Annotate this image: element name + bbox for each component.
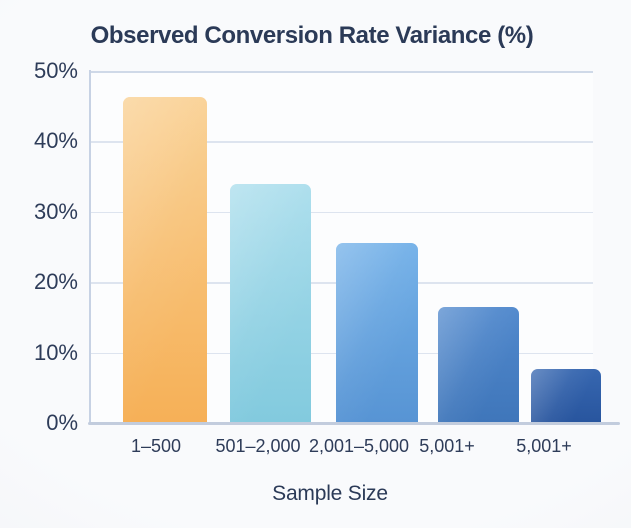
gridline	[90, 71, 593, 73]
bar-1	[123, 97, 207, 423]
bar-5	[531, 369, 601, 423]
gridline	[90, 211, 593, 214]
y-tick-label: 0%	[46, 410, 78, 435]
y-axis-line	[89, 70, 91, 423]
gridline	[90, 141, 593, 143]
x-tick-label: 1–500	[130, 436, 182, 456]
bar-2	[230, 184, 311, 423]
bar-sheen	[531, 369, 601, 423]
y-tick-label: 50%	[33, 58, 78, 83]
bar-3	[336, 243, 418, 423]
bar-sheen	[438, 307, 519, 423]
y-tick-label: 30%	[33, 198, 78, 224]
bar-sheen	[230, 184, 311, 423]
bar-4	[438, 307, 519, 423]
bar-sheen	[123, 97, 207, 423]
y-tick-label: 40%	[33, 128, 78, 154]
x-tick-label: 2,001–5,000	[308, 436, 410, 456]
bar-sheen	[336, 243, 418, 423]
x-tick-label: 501–2,000	[215, 436, 301, 456]
x-axis-line	[88, 421, 620, 425]
x-tick-label: 5,001+	[419, 436, 475, 456]
x-tick-label: 5,001+	[516, 436, 572, 456]
x-axis-title: Sample Size	[272, 482, 388, 505]
plot-area	[90, 71, 601, 423]
y-tick-label: 20%	[33, 269, 78, 295]
chart-title: Observed Conversion Rate Variance (%)	[90, 22, 534, 49]
y-tick-label: 10%	[33, 339, 78, 365]
